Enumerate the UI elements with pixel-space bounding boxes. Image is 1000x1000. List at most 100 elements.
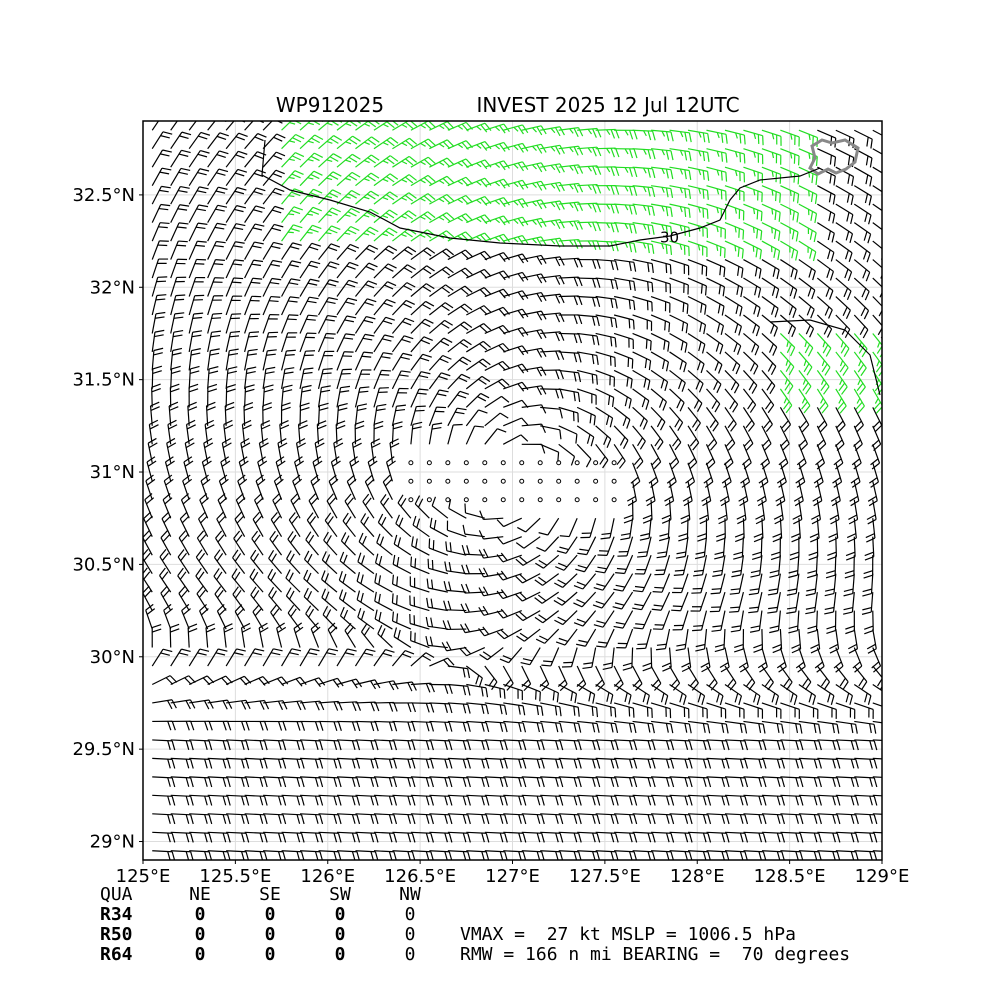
wind-barb — [815, 444, 826, 470]
wind-barb — [825, 555, 837, 579]
wind-barb — [151, 329, 165, 353]
wind-barb — [443, 600, 467, 612]
wind-barb — [447, 702, 471, 714]
wind-barb — [225, 313, 242, 334]
wind-barb — [496, 517, 522, 528]
wind-barb — [540, 144, 565, 155]
wind-barb — [225, 348, 239, 371]
wind-barb — [484, 215, 510, 226]
wind-barb — [496, 552, 522, 563]
wind-barb — [738, 481, 749, 507]
wind-barb — [364, 474, 375, 500]
wind-barb — [669, 314, 689, 334]
wind-barb — [540, 406, 563, 419]
wind-barb — [207, 312, 223, 334]
wind-barb — [652, 573, 671, 593]
wind-barb — [321, 551, 338, 575]
calm-wind-marker — [500, 478, 506, 484]
wind-barb — [729, 573, 745, 595]
wind-barb — [614, 720, 637, 734]
wind-barb — [613, 314, 635, 330]
wind-barb — [743, 702, 764, 719]
wind-barb — [188, 204, 209, 223]
wind-barb — [425, 616, 448, 630]
wind-barb — [429, 175, 455, 187]
wind-barb — [484, 702, 508, 715]
wind-barb — [300, 794, 324, 806]
wind-barb — [869, 462, 879, 488]
wind-barb — [786, 573, 800, 596]
wind-barb — [614, 148, 638, 159]
wind-barb — [835, 388, 847, 414]
wind-barb — [484, 739, 508, 751]
wind-barb — [853, 314, 869, 339]
wind-barb — [429, 794, 453, 806]
wind-barb — [595, 277, 619, 290]
wind-barb — [465, 340, 491, 353]
wind-barb — [336, 776, 361, 788]
wind-barb — [738, 647, 749, 673]
wind-barb — [151, 675, 178, 686]
wind-barb — [318, 189, 342, 205]
wind-barb — [207, 699, 233, 710]
calm-wind-marker — [519, 460, 525, 466]
wind-barb — [595, 702, 617, 718]
wind-barb — [170, 240, 188, 260]
wind-barb — [496, 608, 522, 619]
wind-barb — [575, 554, 597, 573]
wind-barb — [872, 296, 882, 320]
calm-wind-marker — [482, 460, 488, 466]
wind-barb — [835, 720, 858, 734]
wind-barb — [685, 462, 696, 488]
wind-barb — [687, 332, 706, 354]
wind-barb — [429, 248, 454, 261]
wind-barb — [772, 629, 783, 654]
wind-barb — [391, 421, 403, 445]
x-tick-label: 125°E — [116, 866, 171, 887]
wind-barb — [650, 258, 672, 275]
wind-barb — [743, 222, 763, 241]
wind-barb — [447, 407, 467, 427]
wind-barb — [503, 363, 529, 374]
wind-barb — [743, 351, 759, 375]
wind-barb — [336, 402, 348, 426]
wind-barb — [391, 650, 415, 667]
wind-barb — [824, 592, 837, 615]
coastline — [808, 138, 860, 176]
wind-barb — [798, 333, 814, 357]
wind-barb — [810, 499, 821, 525]
wind-barb — [391, 282, 416, 297]
wind-barb — [817, 757, 841, 769]
wind-barb — [701, 481, 712, 507]
wind-barb — [354, 316, 376, 334]
wind-barb — [669, 258, 690, 276]
wind-barb — [484, 395, 510, 408]
wind-barb — [743, 166, 763, 184]
wind-barb — [299, 402, 310, 426]
wind-barb — [281, 720, 306, 731]
wind-barb — [410, 156, 436, 168]
wind-barb — [761, 259, 780, 280]
y-tick-label: 30°N — [90, 647, 135, 668]
wind-barb — [145, 474, 156, 500]
wind-barb — [761, 240, 781, 261]
wind-barb — [410, 121, 436, 131]
wind-barb — [558, 369, 582, 383]
wind-barb — [872, 203, 882, 212]
wind-barb — [830, 481, 841, 507]
wind-barb — [577, 258, 601, 269]
wind-barb — [410, 138, 436, 150]
wind-barb — [773, 499, 784, 525]
wind-barb — [865, 518, 876, 543]
wind-barb — [642, 647, 653, 672]
wind-barb — [305, 605, 319, 630]
wind-barb — [152, 757, 176, 769]
wind-barb — [576, 628, 597, 647]
wind-barb — [687, 776, 712, 788]
wind-barb — [832, 462, 843, 488]
wind-barb — [573, 573, 597, 590]
wind-barb — [558, 164, 584, 175]
wind-barb — [798, 739, 822, 751]
calm-wind-marker — [500, 460, 506, 466]
wind-barb — [593, 610, 615, 628]
